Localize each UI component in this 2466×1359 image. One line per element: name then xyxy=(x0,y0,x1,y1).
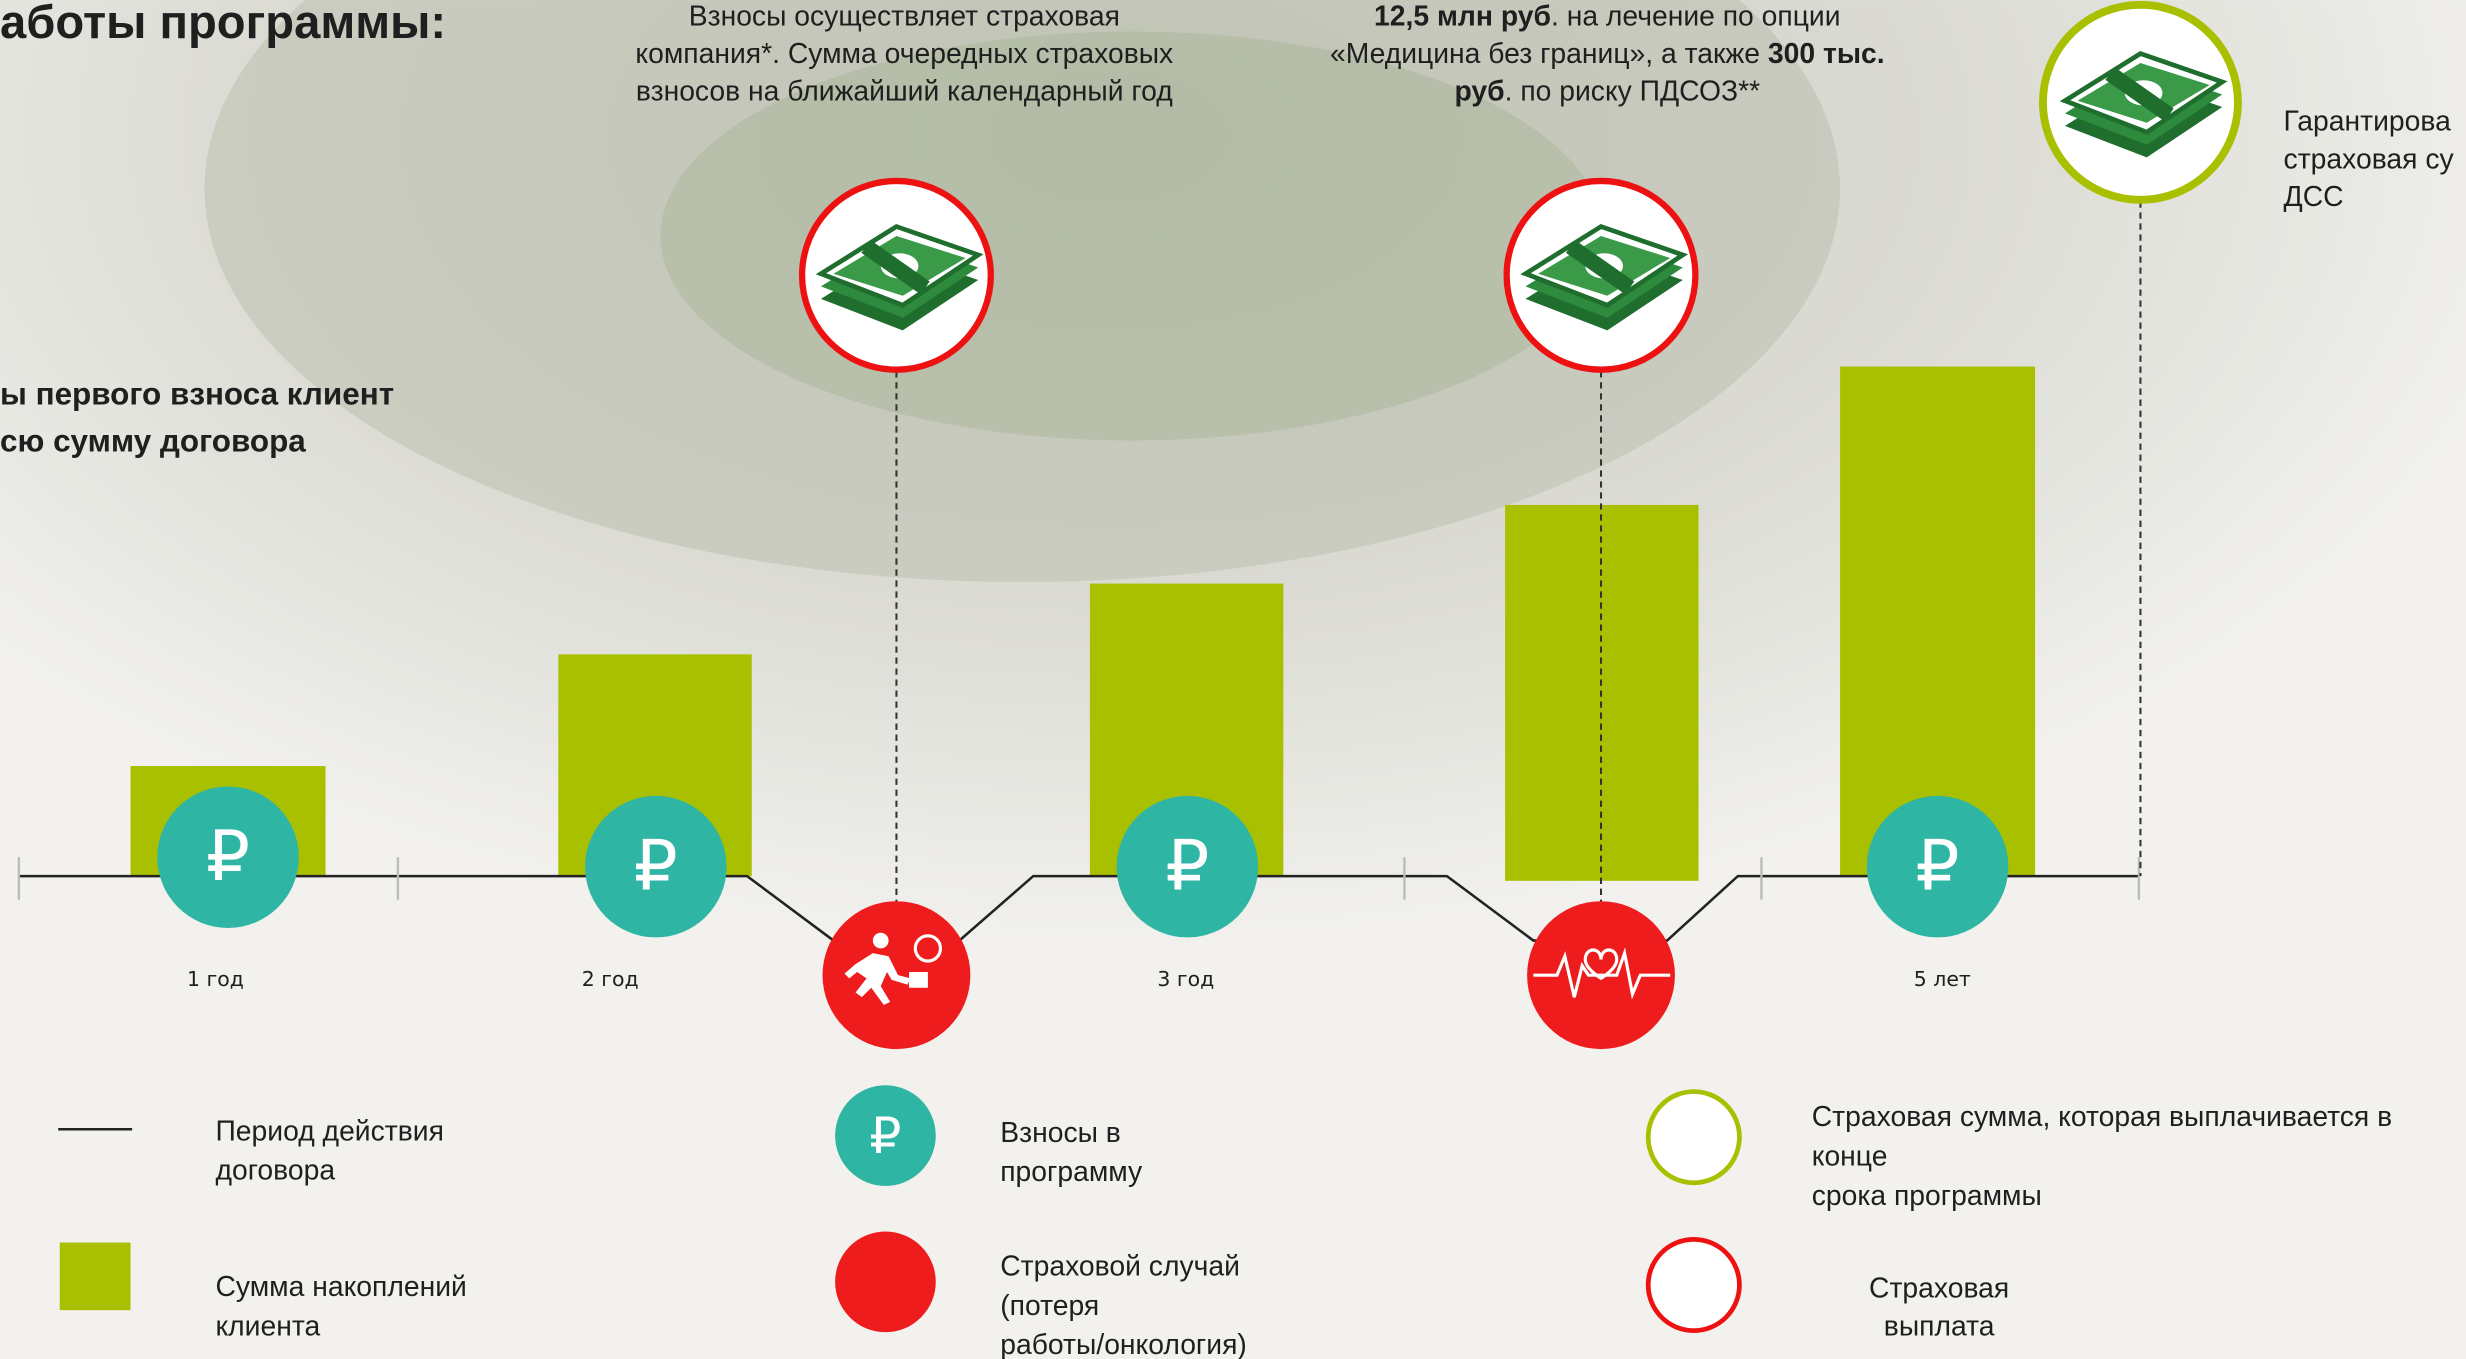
legend-label: работы/онкология) xyxy=(1000,1328,1247,1359)
legend-label: выплата xyxy=(1884,1309,1995,1341)
note: Взносы осуществляет страховая xyxy=(689,0,1120,31)
legend-label: Период действия xyxy=(215,1114,443,1146)
intro: сю сумму договора xyxy=(0,423,306,458)
title: аботы программы: xyxy=(0,0,446,48)
note: компания*. Сумма очередных страховых xyxy=(635,37,1173,69)
note-bold: руб xyxy=(1454,75,1504,107)
note-part: . на лечение по опции xyxy=(1551,0,1841,31)
note-bold: 12,5 млн руб xyxy=(1374,0,1551,31)
period-label: 2 год xyxy=(582,967,639,991)
legend-label: Сумма накоплений xyxy=(215,1270,466,1302)
legend-label: конце xyxy=(1812,1139,1888,1171)
period-label: 3 год xyxy=(1157,967,1214,991)
legend-label: (потеря xyxy=(1000,1289,1099,1321)
legend-label: программу xyxy=(1000,1155,1143,1187)
note: страховая су xyxy=(2284,142,2455,174)
note-bold: 300 тыс. xyxy=(1768,37,1885,69)
note-part: «Медицина без границ», а также xyxy=(1330,37,1768,69)
legend-label: Страховая xyxy=(1869,1272,2009,1304)
legend-label: срока программы xyxy=(1812,1179,2042,1211)
legend-label: клиента xyxy=(215,1309,320,1341)
note: «Медицина без границ», а также 300 тыс. xyxy=(1330,37,1885,69)
page: {"header":{"title":"аботы программы:","i… xyxy=(0,0,2466,1359)
ruble-icon: ₽ xyxy=(634,827,678,907)
ruble-icon: ₽ xyxy=(206,817,250,897)
ruble-icon: ₽ xyxy=(1916,827,1960,907)
legend-circle xyxy=(835,1232,936,1333)
legend-label: Страховая сумма, которая выплачивается в xyxy=(1812,1100,2392,1132)
note: руб. по риску ПДСОЗ** xyxy=(1454,75,1760,107)
legend-label: Страховой случай xyxy=(1000,1250,1240,1282)
note: Гарантирова xyxy=(2284,105,2452,137)
note: ДСС xyxy=(2284,180,2344,212)
note-part: . по риску ПДСОЗ** xyxy=(1505,75,1761,107)
note: взносов на ближайший календарный год xyxy=(636,75,1173,107)
intro: ы первого взноса клиент xyxy=(0,376,394,411)
legend-label: Взносы в xyxy=(1000,1116,1121,1148)
diagram: аботы программы: ы первого взноса клиент… xyxy=(0,0,2466,1359)
note: 12,5 млн руб. на лечение по опции xyxy=(1374,0,1841,31)
period-label: 1 год xyxy=(187,967,244,991)
ruble-icon: ₽ xyxy=(1165,827,1209,907)
ruble-icon: ₽ xyxy=(869,1106,901,1165)
legend-circle xyxy=(1648,1239,1739,1330)
legend-circle xyxy=(1648,1092,1739,1183)
period-label: 5 лет xyxy=(1914,967,1971,991)
legend-label: договора xyxy=(215,1154,335,1186)
legend-box xyxy=(60,1243,131,1311)
